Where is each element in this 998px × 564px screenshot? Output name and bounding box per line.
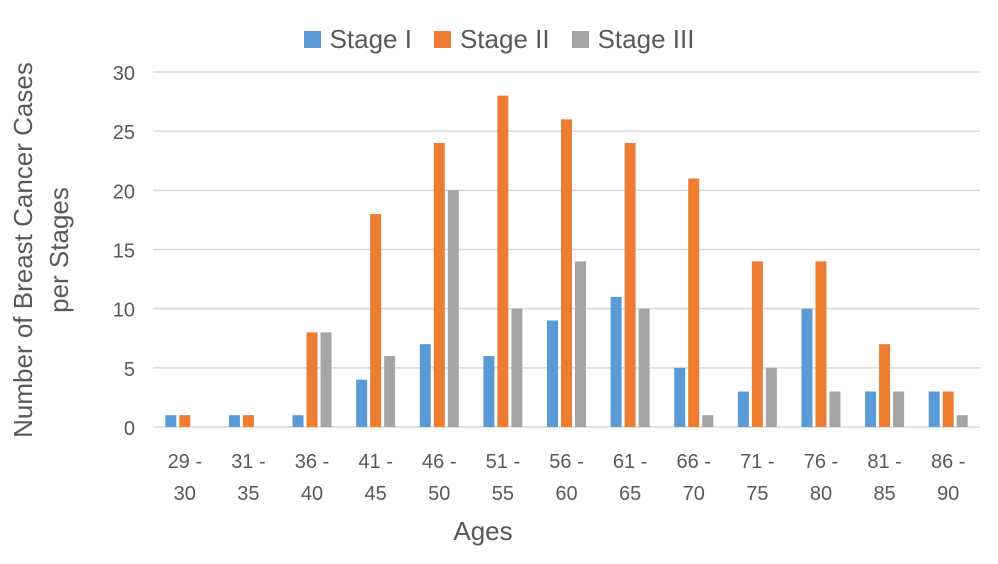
bar-stage-ii-11 (879, 344, 891, 427)
x-tick-label: 46 - (422, 451, 456, 473)
y-tick-label: 5 (124, 359, 135, 381)
bar-stage-i-4 (419, 344, 431, 427)
x-tick-label: 50 (428, 483, 450, 505)
x-tick-label: 85 (873, 483, 895, 505)
bar-stage-iii-11 (893, 391, 905, 427)
y-tick-label: 30 (113, 63, 135, 85)
bar-stage-iii-3 (384, 356, 396, 427)
bar-stage-iii-10 (829, 391, 841, 427)
bar-stage-iii-12 (956, 415, 968, 427)
x-tick-label: 70 (683, 483, 705, 505)
bar-stage-iii-9 (765, 367, 777, 427)
bar-stage-i-1 (228, 415, 240, 427)
y-tick-label: 25 (113, 122, 135, 144)
x-tick-label: 80 (810, 483, 832, 505)
bar-stage-ii-6 (561, 119, 572, 427)
x-tick-label: 90 (937, 483, 959, 505)
x-tick-label: 60 (555, 483, 577, 505)
x-tick-label: 76 - (804, 451, 838, 473)
x-tick-label: 31 - (231, 451, 265, 473)
bar-stage-ii-9 (751, 261, 763, 427)
bar-stage-ii-8 (688, 178, 700, 427)
legend-item-stage-3: Stage III (571, 24, 695, 55)
y-axis-ticks: 0 5 10 15 20 25 30 (113, 63, 135, 440)
y-axis-title-line2: per Stages (44, 187, 74, 313)
x-tick-label: 61 - (613, 451, 647, 473)
bar-stage-i-7 (610, 296, 622, 427)
legend-swatch-stage-3 (571, 31, 589, 48)
bar-stage-ii-4 (433, 143, 445, 427)
y-axis-title-line1: Number of Breast Cancer Cases (8, 62, 38, 438)
bar-stage-i-8 (674, 367, 686, 427)
bar-stage-i-10 (801, 308, 813, 427)
bar-stage-i-5 (483, 356, 495, 427)
legend: Stage I Stage II Stage III (0, 24, 998, 55)
x-tick-label: 56 - (549, 451, 583, 473)
bar-stage-i-9 (737, 391, 749, 427)
bar-stage-ii-10 (815, 261, 827, 427)
legend-label-stage-1: Stage I (329, 24, 412, 54)
y-axis-title: Number of Breast Cancer Cases per Stages (8, 62, 74, 438)
bar-stage-i-0 (165, 415, 177, 427)
bar-stage-ii-2 (306, 332, 318, 427)
bar-stage-i-6 (547, 320, 558, 427)
x-tick-label: 65 (619, 483, 641, 505)
bar-stage-ii-0 (179, 415, 191, 427)
x-tick-label: 81 - (867, 451, 901, 473)
legend-item-stage-2: Stage II (433, 24, 550, 55)
bar-stage-i-11 (865, 391, 877, 427)
legend-swatch-stage-1 (303, 31, 321, 48)
y-tick-label: 10 (113, 300, 135, 322)
x-tick-label: 29 - (168, 451, 202, 473)
y-tick-label: 0 (124, 418, 135, 440)
bar-stage-ii-3 (370, 214, 382, 427)
bar-stage-i-2 (292, 415, 304, 427)
bar-stage-iii-4 (447, 190, 459, 427)
x-axis-ticks: 29 - 30 31 - 35 36 - 40 41 - 45 46 - 50 51 - 55 56 -… (168, 451, 966, 505)
bar-stage-ii-5 (497, 95, 509, 428)
bar-stage-iii-5 (511, 308, 523, 427)
bar-stage-iii-7 (638, 308, 650, 427)
x-tick-label: 55 (492, 483, 514, 505)
bar-stage-i-12 (928, 391, 940, 427)
x-tick-label: 30 (174, 483, 196, 505)
x-tick-label: 36 - (295, 451, 329, 473)
legend-label-stage-3: Stage III (597, 24, 695, 54)
x-tick-label: 45 (365, 483, 387, 505)
x-tick-label: 66 - (676, 451, 710, 473)
x-tick-label: 35 (237, 483, 259, 505)
x-tick-label: 41 - (358, 451, 392, 473)
y-tick-label: 20 (113, 181, 135, 203)
x-tick-label: 75 (746, 483, 768, 505)
x-tick-label: 40 (301, 483, 323, 505)
bar-stage-ii-7 (624, 143, 636, 427)
x-axis-title: Ages (453, 516, 512, 546)
bar-stage-i-3 (356, 379, 368, 427)
y-tick-label: 15 (113, 241, 135, 263)
bars (165, 95, 968, 428)
bar-stage-iii-6 (575, 261, 586, 427)
bar-stage-iii-8 (702, 415, 714, 427)
legend-label-stage-2: Stage II (459, 24, 550, 54)
x-tick-label: 86 - (931, 451, 965, 473)
bar-stage-iii-2 (320, 332, 332, 427)
bar-stage-ii-12 (942, 391, 954, 427)
legend-item-stage-1: Stage I (303, 24, 412, 55)
x-tick-label: 71 - (740, 451, 774, 473)
legend-swatch-stage-2 (433, 31, 451, 48)
bar-stage-ii-1 (242, 415, 254, 427)
x-tick-label: 51 - (486, 451, 520, 473)
